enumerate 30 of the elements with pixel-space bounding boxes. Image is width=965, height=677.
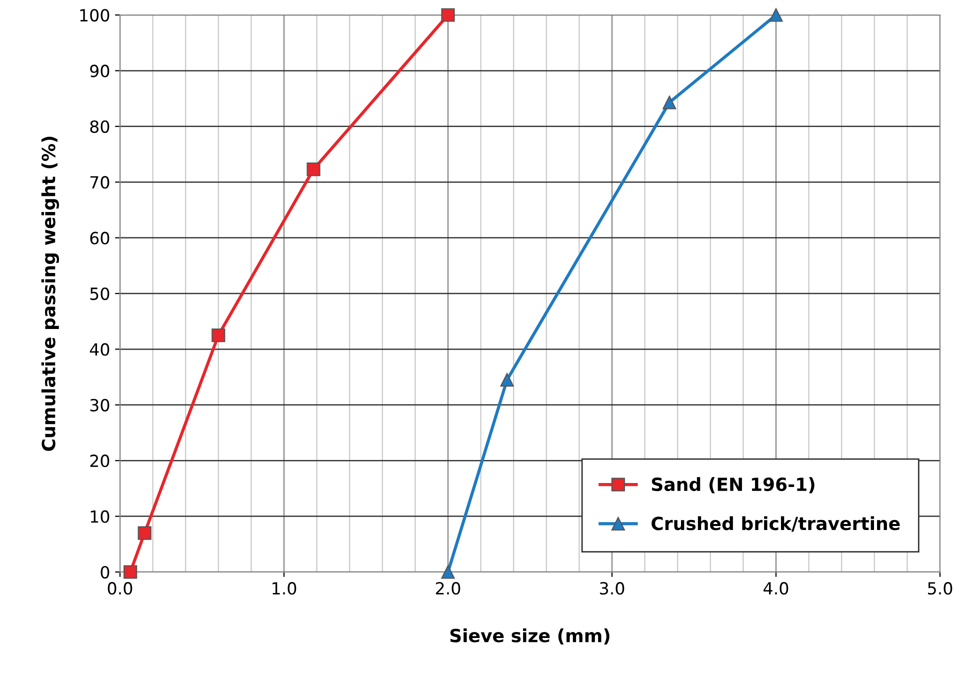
y-tick-label: 100 (80, 8, 110, 22)
point (306, 162, 320, 176)
point (441, 8, 455, 22)
x-tick-label: 2.0 (436, 582, 460, 595)
point (662, 96, 676, 110)
point (441, 565, 455, 579)
y-tick-label: 50 (90, 287, 110, 300)
x-axis-title: Sieve size (mm) (450, 628, 610, 645)
x-tick-label: 0.0 (108, 582, 132, 595)
y-tick-label: 60 (90, 232, 110, 244)
legend-label: Sand (EN 196-1) (652, 477, 814, 494)
y-tick-label: 40 (90, 343, 110, 356)
y-tick-label: 90 (90, 64, 110, 78)
y-tick-label: 10 (90, 510, 110, 523)
x-tick-label: 1.0 (272, 582, 296, 595)
legend-label: Crushed brick/travertine (652, 516, 900, 532)
y-axis-title: Cumulative passing weight (%) (41, 136, 60, 451)
point (769, 8, 783, 22)
point (124, 565, 138, 579)
y-tick-label: 0 (100, 566, 110, 579)
point (212, 328, 226, 342)
x-tick-label: 4.0 (764, 582, 788, 595)
point (138, 526, 152, 540)
y-tick-label: 30 (90, 398, 110, 412)
x-tick-label: 5.0 (928, 582, 952, 595)
point (500, 373, 514, 387)
y-tick-label: 20 (90, 454, 110, 468)
y-tick-label: 80 (90, 120, 110, 133)
x-tick-label: 3.0 (600, 582, 624, 595)
y-tick-label: 70 (90, 176, 110, 189)
